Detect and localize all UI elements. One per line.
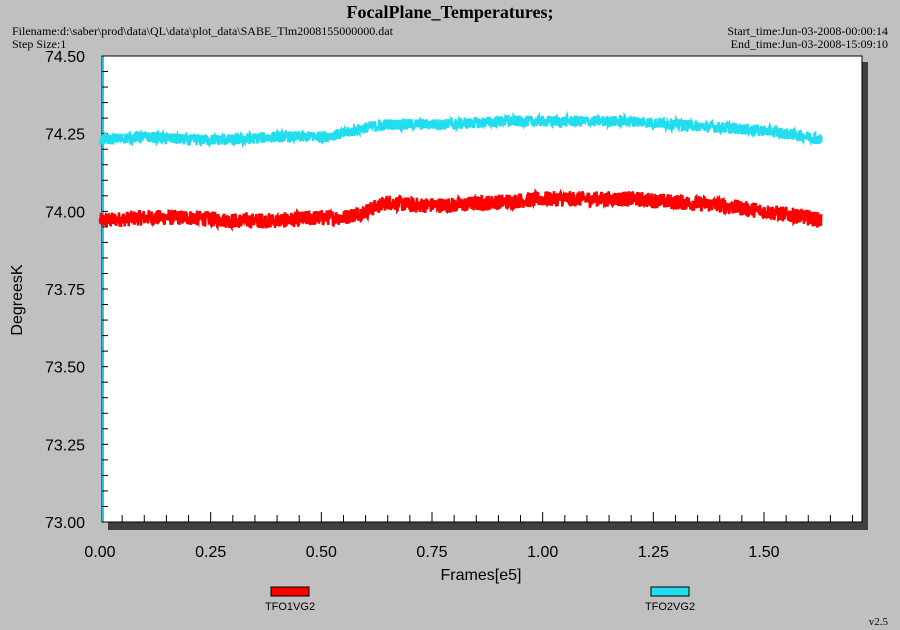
legend-swatch bbox=[650, 586, 690, 597]
y-tick-label: 73.75 bbox=[45, 282, 85, 299]
x-axis-ticks: 0.00 0.25 0.50 0.75 1.00 1.25 1.50 bbox=[84, 512, 854, 561]
y-tick-label: 73.50 bbox=[45, 360, 85, 377]
x-axis-label: Frames[e5] bbox=[441, 567, 522, 584]
legend-label: TFO2VG2 bbox=[645, 601, 695, 613]
y-tick-label: 74.50 bbox=[45, 49, 85, 66]
x-tick-label: 0.25 bbox=[195, 544, 226, 561]
series-line-tfo1vg2 bbox=[98, 188, 823, 232]
x-tick-label: 0.75 bbox=[416, 544, 447, 561]
series-group bbox=[98, 110, 823, 232]
filename-label: Filename:d:\saber\prod\data\QL\data\plot… bbox=[12, 24, 393, 38]
y-tick-label: 73.00 bbox=[45, 515, 85, 532]
x-tick-label: 1.00 bbox=[527, 544, 558, 561]
y-tick-label: 74.00 bbox=[45, 204, 85, 221]
version-label: v2.5 bbox=[868, 616, 888, 628]
y-axis-ticks: 73.00 73.25 73.50 73.75 74.00 74.25 74.50 bbox=[45, 49, 108, 532]
y-tick-label: 74.25 bbox=[45, 127, 85, 144]
legend-label: TFO1VG2 bbox=[265, 601, 315, 613]
step-size-label: Step Size:1 bbox=[12, 37, 67, 51]
x-tick-label: 0.00 bbox=[84, 544, 115, 561]
x-tick-label: 0.50 bbox=[306, 544, 337, 561]
y-tick-label: 73.25 bbox=[45, 437, 85, 454]
x-tick-label: 1.25 bbox=[638, 544, 669, 561]
series-line-tfo2vg2 bbox=[98, 110, 823, 149]
y-axis-label: DegreesK bbox=[9, 264, 26, 335]
legend-swatch bbox=[270, 586, 310, 597]
chart-title: FocalPlane_Temperatures; bbox=[346, 2, 554, 22]
x-tick-label: 1.50 bbox=[748, 544, 779, 561]
start-time-label: Start_time:Jun-03-2008-00:00:14 bbox=[727, 24, 888, 38]
end-time-label: End_time:Jun-03-2008-15:09:10 bbox=[730, 37, 888, 51]
legend: TFO1VG2 TFO2VG2 bbox=[265, 586, 695, 613]
